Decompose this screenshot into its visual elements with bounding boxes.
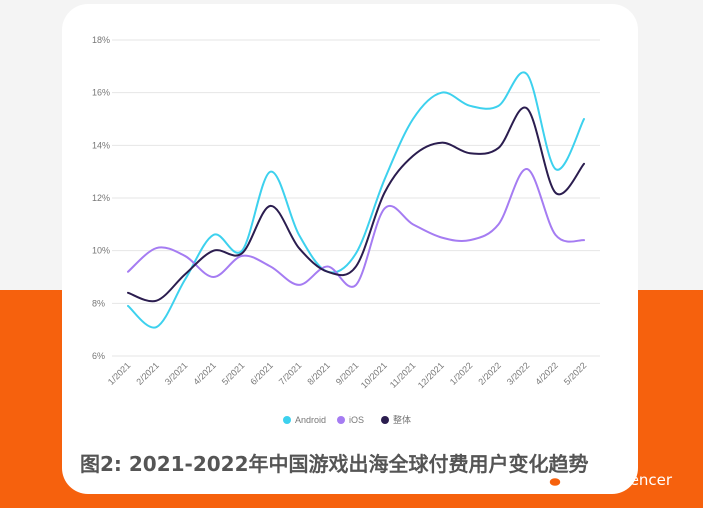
series-line-1 (127, 71, 585, 329)
x-tick-label: 11/2021 (388, 360, 418, 390)
x-tick-label: 4/2022 (533, 360, 560, 387)
x-tick-label: 3/2022 (505, 360, 532, 387)
x-tick-label: 12/2021 (416, 360, 446, 390)
x-tick-label: 5/2021 (220, 360, 247, 387)
y-tick-label: 12% (92, 193, 110, 203)
watermark: NoxInfluencer (540, 470, 672, 490)
x-tick-label: 1/2022 (448, 360, 475, 387)
y-tick-label: 8% (92, 298, 105, 308)
series-line-2 (127, 168, 585, 288)
legend-label: iOS (349, 415, 364, 425)
y-tick-label: 10% (92, 246, 110, 256)
x-tick-label: 5/2022 (562, 360, 589, 387)
x-tick-label: 8/2021 (305, 360, 332, 387)
y-tick-label: 18% (92, 35, 110, 45)
legend-label: 整体 (393, 414, 411, 425)
x-tick-label: 3/2021 (163, 360, 190, 387)
legend-marker (381, 416, 389, 424)
figure-caption: 图2: 2021-2022年中国游戏出海全球付费用户变化趋势 (80, 452, 589, 476)
chart-card (62, 4, 638, 494)
y-tick-label: 14% (92, 140, 110, 150)
x-tick-label: 10/2021 (359, 360, 389, 390)
legend-marker (283, 416, 291, 424)
x-tick-label: 1/2021 (106, 360, 133, 387)
x-tick-label: 9/2021 (334, 360, 361, 387)
x-tick-label: 6/2021 (248, 360, 275, 387)
y-tick-label: 6% (92, 351, 105, 361)
wechat-icon (540, 472, 562, 488)
y-tick-label: 16% (92, 88, 110, 98)
legend-label: Android (295, 415, 326, 425)
legend-marker (337, 416, 345, 424)
x-tick-label: 7/2021 (277, 360, 304, 387)
x-tick-label: 2/2022 (476, 360, 503, 387)
x-tick-label: 4/2021 (191, 360, 218, 387)
watermark-text: NoxInfluencer (568, 471, 673, 489)
series-line-3 (127, 106, 585, 303)
x-tick-label: 2/2021 (134, 360, 161, 387)
